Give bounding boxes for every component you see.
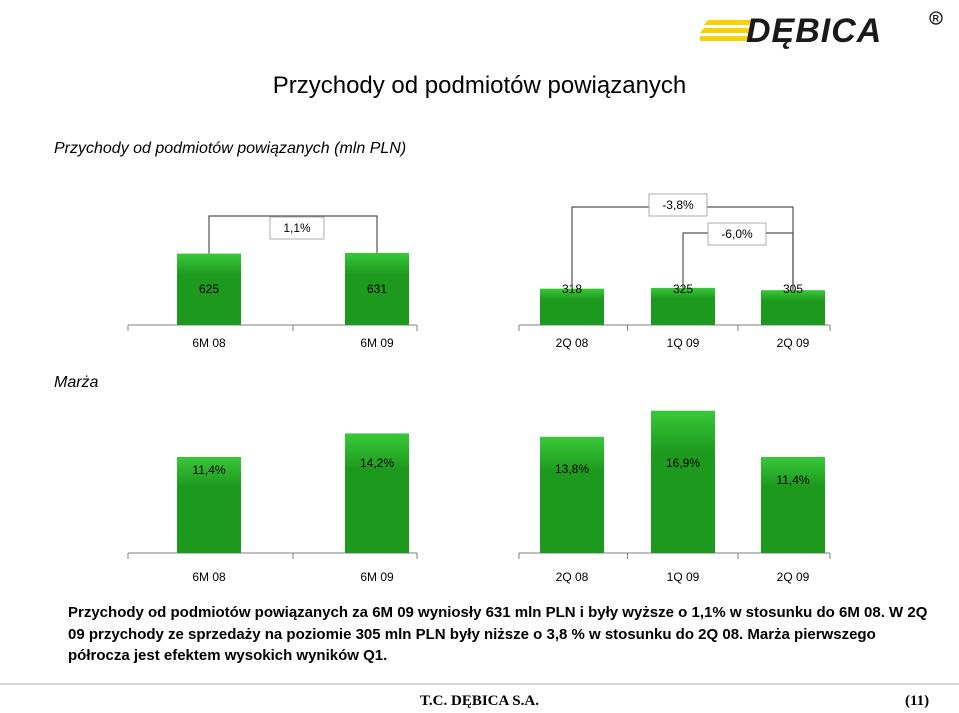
revenue-value-label: 625 xyxy=(199,282,219,296)
debica-logo: DĘBICA R xyxy=(696,8,952,50)
margin-category-label: 2Q 08 xyxy=(556,570,589,584)
footer-divider xyxy=(0,683,959,685)
margin-category-label: 1Q 09 xyxy=(667,570,700,584)
revenue-category-label: 1Q 09 xyxy=(667,336,700,350)
margin-value-label: 14,2% xyxy=(360,456,394,470)
logo-text: DĘBICA xyxy=(746,12,882,50)
page-title: Przychody od podmiotów powiązanych xyxy=(272,72,687,99)
growth-2q-label: -3,8% xyxy=(662,198,694,212)
revenue-value-label: 325 xyxy=(673,282,693,296)
revenue-value-label: 318 xyxy=(562,282,582,296)
margin-category-label: 6M 08 xyxy=(192,570,226,584)
growth-6m-label: 1,1% xyxy=(283,221,311,235)
margin-category-label: 6M 09 xyxy=(360,570,394,584)
margin-bar xyxy=(761,457,825,553)
revenue-bar xyxy=(761,290,825,325)
margin-bar xyxy=(651,410,715,553)
revenue-bar xyxy=(177,253,241,325)
revenue-category-label: 2Q 08 xyxy=(556,336,589,350)
margin-bar xyxy=(345,433,409,553)
revenue-category-label: 2Q 09 xyxy=(777,336,810,350)
svg-text:R: R xyxy=(933,14,940,24)
revenue-chart-label: Przychody od podmiotów powiązanych (mln … xyxy=(54,140,407,157)
margin-bar xyxy=(540,436,604,553)
margin-category-label: 2Q 09 xyxy=(777,570,810,584)
revenue-bar xyxy=(345,252,409,325)
margin-value-label: 11,4% xyxy=(192,463,225,477)
margin-value-label: 11,4% xyxy=(776,473,809,487)
margin-value-label: 13,8% xyxy=(555,462,589,476)
margin-bar xyxy=(177,457,241,553)
footer-page-number: (11) xyxy=(905,693,930,709)
revenue-category-label: 6M 09 xyxy=(360,336,394,350)
margin-value-label: 16,9% xyxy=(666,456,700,470)
growth-q-box xyxy=(707,222,767,246)
growth-q-label: -6,0% xyxy=(721,227,753,241)
revenue-bar xyxy=(540,288,604,325)
margin-chart-label: Marża xyxy=(54,374,99,391)
growth-6m-bracket xyxy=(208,215,378,254)
footer-company: T.C. DĘBICA S.A. xyxy=(420,693,539,709)
revenue-value-label: 631 xyxy=(367,282,387,296)
growth-2q-box xyxy=(648,193,708,217)
description-text: Przychody od podmiotów powiązanych za 6M… xyxy=(68,604,928,664)
growth-6m-box xyxy=(269,216,325,240)
revenue-bar xyxy=(651,287,715,325)
logo-graphic: DĘBICA R xyxy=(696,11,943,50)
revenue-category-label: 6M 08 xyxy=(192,336,226,350)
